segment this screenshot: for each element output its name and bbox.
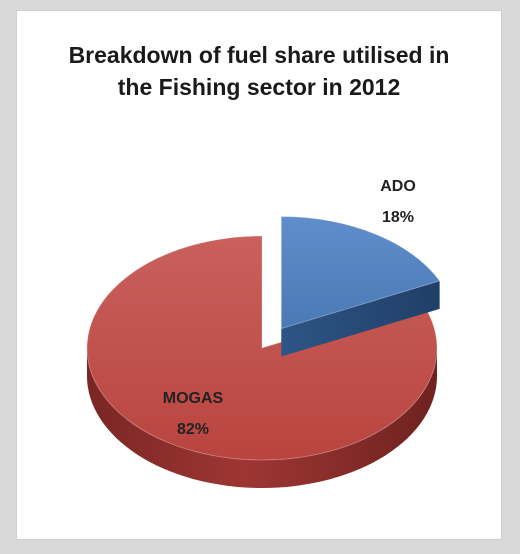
slice-value-mogas: 82%: [177, 421, 209, 438]
chart-title-line-1: Breakdown of fuel share utilised in: [68, 42, 450, 68]
slice-label-ado: ADO: [380, 178, 416, 195]
pie-cut-ado-1: [281, 280, 440, 357]
chart-title-line-2: the Fishing sector in 2012: [117, 74, 401, 100]
pie-slice-mogas: [86, 235, 438, 461]
pie-slice-ado: [280, 216, 441, 330]
slice-label-mogas: MOGAS: [163, 390, 224, 407]
slice-value-ado: 18%: [382, 209, 414, 226]
pie-side-mogas: [87, 348, 437, 488]
chart-title: Breakdown of fuel share utilised in the …: [17, 39, 501, 103]
